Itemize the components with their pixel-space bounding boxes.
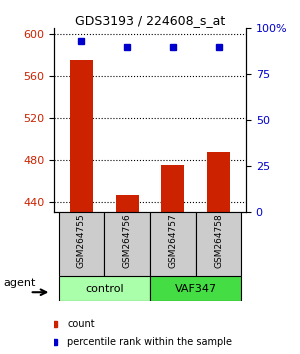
FancyBboxPatch shape [196, 212, 242, 276]
Text: GDS3193 / 224608_s_at: GDS3193 / 224608_s_at [75, 14, 225, 27]
FancyBboxPatch shape [150, 212, 196, 276]
Bar [161, 165, 184, 212]
FancyBboxPatch shape [58, 276, 150, 301]
Text: control: control [85, 284, 124, 293]
Text: GSM264756: GSM264756 [123, 214, 132, 268]
Bar [116, 194, 139, 212]
Text: GSM264755: GSM264755 [77, 214, 86, 268]
Text: agent: agent [3, 278, 35, 288]
FancyBboxPatch shape [58, 212, 104, 276]
FancyBboxPatch shape [150, 276, 242, 301]
FancyBboxPatch shape [104, 212, 150, 276]
Bar [207, 153, 230, 212]
Text: VAF347: VAF347 [175, 284, 217, 293]
Text: count: count [68, 319, 95, 329]
Text: GSM264757: GSM264757 [168, 214, 177, 268]
Text: GSM264758: GSM264758 [214, 214, 223, 268]
Bar [70, 60, 93, 212]
Text: percentile rank within the sample: percentile rank within the sample [68, 337, 232, 347]
